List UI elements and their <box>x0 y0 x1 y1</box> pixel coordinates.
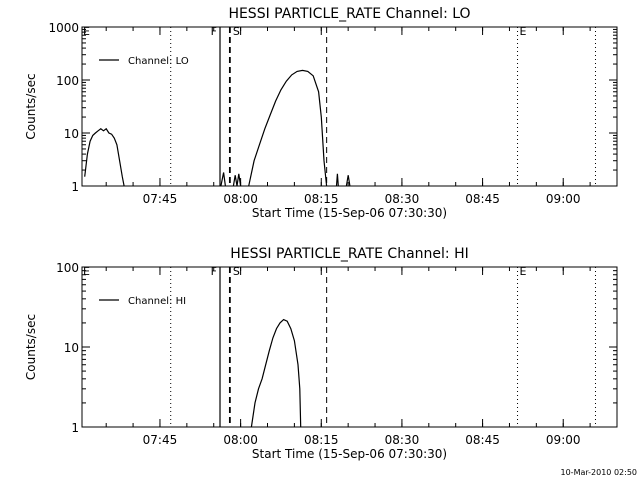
legend-label: Channel: LO <box>128 56 189 67</box>
marker-label-e: E <box>520 265 527 278</box>
x-tick-label: 08:00 <box>223 192 258 206</box>
edge-marker-label: E <box>83 265 90 278</box>
series-line-lo <box>345 175 351 187</box>
marker-label-s: S <box>233 25 240 38</box>
x-tick-label: 08:00 <box>223 433 258 447</box>
y-tick-label: 1 <box>71 180 79 194</box>
y-tick-label: 1 <box>71 421 79 435</box>
legend-label: Channel: HI <box>128 296 186 307</box>
series-line-lo <box>220 172 226 187</box>
x-tick-label: 09:00 <box>546 433 581 447</box>
x-tick-label: 07:45 <box>143 433 178 447</box>
x-tick-label: 08:45 <box>465 433 500 447</box>
chart-title: HESSI PARTICLE_RATE Channel: HI <box>230 246 468 262</box>
x-tick-label: 09:00 <box>546 192 581 206</box>
x-axis-label: Start Time (15-Sep-06 07:30:30) <box>252 447 447 461</box>
plot-frame <box>81 266 618 428</box>
y-tick-label: 1000 <box>48 21 79 35</box>
x-tick-label: 08:15 <box>304 192 339 206</box>
y-tick-label: 10 <box>64 127 79 141</box>
y-axis-label: Counts/sec <box>24 314 38 380</box>
marker-label-s: S <box>233 265 240 278</box>
x-tick-label: 08:45 <box>465 192 500 206</box>
chart-title: HESSI PARTICLE_RATE Channel: LO <box>228 6 470 22</box>
marker-label-e: E <box>520 25 527 38</box>
series-line-lo <box>248 69 328 187</box>
x-tick-label: 07:45 <box>143 192 178 206</box>
plot-frame <box>81 26 618 187</box>
x-tick-label: 08:30 <box>385 433 420 447</box>
series-line-lo <box>335 173 339 187</box>
series-line-lo <box>84 127 125 187</box>
y-axis-label: Counts/sec <box>24 73 38 139</box>
series-line-lo <box>232 173 242 187</box>
generation-timestamp: 10-Mar-2010 02:50 <box>561 468 638 477</box>
y-tick-label: 100 <box>56 74 79 88</box>
marker-label-f: F <box>211 265 217 278</box>
x-tick-label: 08:30 <box>385 192 420 206</box>
edge-marker-label: E <box>83 25 90 38</box>
x-tick-label: 08:15 <box>304 433 339 447</box>
series-line-hi <box>250 318 302 428</box>
chart-panel-hi: HESSI PARTICLE_RATE Channel: HI 07:45 08:0… <box>24 246 618 461</box>
x-axis-label: Start Time (15-Sep-06 07:30:30) <box>252 206 447 220</box>
chart-panel-lo: HESSI PARTICLE_RATE Channel: LO 07:45 08:0… <box>24 6 618 220</box>
marker-label-f: F <box>211 25 217 38</box>
y-tick-label: 100 <box>56 261 79 275</box>
y-tick-label: 10 <box>64 341 79 355</box>
